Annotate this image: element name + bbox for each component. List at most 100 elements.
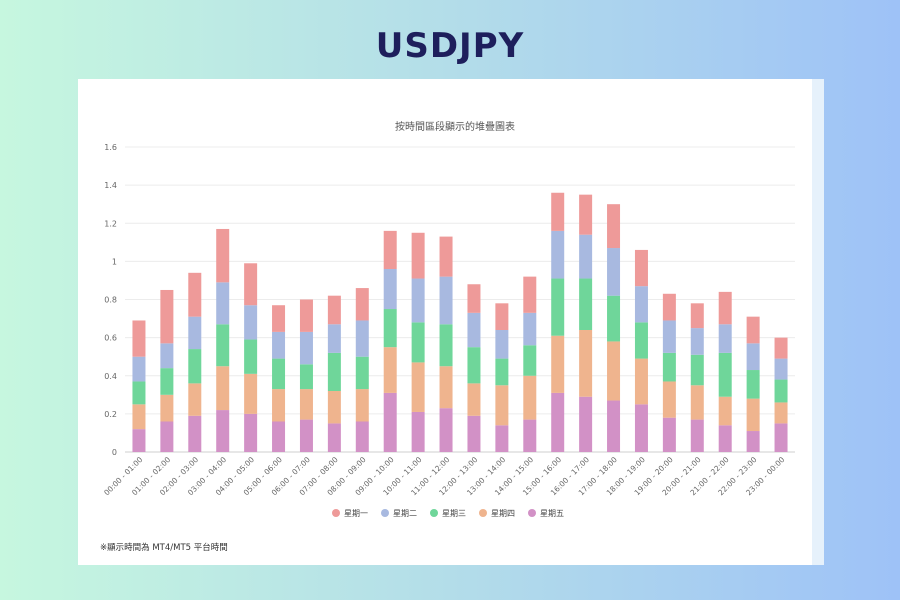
bar-segment	[467, 284, 481, 313]
y-tick-label: 0	[112, 448, 117, 457]
bar-segment	[383, 347, 397, 393]
bar-segment	[607, 341, 621, 401]
bar-segment	[244, 339, 258, 374]
bar-segment	[774, 423, 788, 452]
bar-segment	[327, 352, 341, 391]
bar-segment	[495, 330, 509, 359]
bar-segment	[272, 389, 286, 422]
bars	[132, 192, 788, 452]
bar-segment	[690, 328, 704, 355]
legend-item[interactable]: 星期五	[528, 509, 564, 518]
page-title: USDJPY	[375, 26, 525, 66]
bar-segment	[439, 236, 453, 277]
bar-segment	[690, 303, 704, 329]
bar-segment	[160, 289, 174, 344]
legend-swatch	[332, 509, 340, 517]
bar-segment	[495, 358, 509, 386]
bar-segment	[551, 192, 565, 231]
bar-segment	[607, 204, 621, 249]
bar-segment	[244, 413, 258, 452]
legend-label: 星期五	[540, 509, 564, 518]
bar-segment	[467, 415, 481, 452]
bar-segment	[523, 276, 537, 313]
bar-segment	[327, 295, 341, 325]
bar-segment	[160, 421, 174, 452]
legend[interactable]: 星期一 星期二 星期三 星期四 星期五	[332, 509, 564, 518]
bar-segment	[662, 320, 676, 353]
bar-segment	[495, 425, 509, 452]
bar-segment	[718, 396, 732, 426]
bar-segment	[718, 352, 732, 397]
bar-segment	[746, 431, 760, 452]
bar-segment	[244, 305, 258, 340]
bar-segment	[662, 381, 676, 418]
bar-segment	[662, 293, 676, 321]
bar-segment	[299, 331, 313, 365]
y-tick-label: 1.6	[104, 143, 117, 152]
bar-segment	[634, 286, 648, 323]
bar-segment	[327, 324, 341, 353]
legend-item[interactable]: 星期一	[332, 509, 368, 518]
bar-segment	[132, 381, 146, 405]
legend-item[interactable]: 星期二	[381, 509, 417, 518]
bar-segment	[160, 343, 174, 369]
bar-segment	[355, 421, 369, 452]
bar-segment	[746, 343, 760, 371]
bar-segment	[327, 391, 341, 424]
bar-segment	[718, 324, 732, 353]
bar-segment	[383, 392, 397, 452]
bar-segment	[607, 400, 621, 452]
y-tick-label: 0.4	[104, 372, 117, 381]
legend-item[interactable]: 星期三	[430, 509, 466, 518]
bar-segment	[467, 383, 481, 416]
bar-segment	[718, 425, 732, 452]
bar-segment	[383, 230, 397, 269]
bar-segment	[383, 309, 397, 348]
legend-item[interactable]: 星期四	[479, 509, 515, 518]
bar-segment	[188, 349, 202, 384]
bar-segment	[355, 320, 369, 357]
bar-segment	[272, 358, 286, 390]
legend-swatch	[528, 509, 536, 517]
bar-segment	[132, 404, 146, 430]
bar-segment	[690, 385, 704, 420]
bar-segment	[272, 331, 286, 359]
bar-segment	[411, 278, 425, 323]
bar-segment	[523, 419, 537, 452]
bar-segment	[579, 396, 593, 452]
bar-segment	[718, 291, 732, 325]
bar-segment	[355, 356, 369, 390]
bar-segment	[160, 368, 174, 395]
bar-segment	[383, 269, 397, 310]
bar-segment	[132, 356, 146, 382]
bar-segment	[523, 345, 537, 376]
bar-segment	[439, 408, 453, 452]
bar-segment	[244, 373, 258, 414]
bar-segment	[774, 337, 788, 359]
bar-segment	[355, 389, 369, 422]
bar-segment	[216, 282, 230, 325]
bar-segment	[662, 417, 676, 452]
bar-segment	[746, 316, 760, 344]
y-tick-label: 1	[112, 257, 117, 266]
bar-segment	[634, 404, 648, 452]
bar-segment	[299, 419, 313, 452]
bar-segment	[439, 366, 453, 409]
bar-segment	[634, 249, 648, 287]
bar-segment	[411, 232, 425, 279]
legend-label: 星期四	[491, 509, 515, 518]
bar-segment	[774, 402, 788, 424]
bar-segment	[746, 370, 760, 399]
bar-segment	[188, 415, 202, 452]
bar-segment	[495, 303, 509, 330]
bar-segment	[132, 320, 146, 357]
bar-segment	[551, 392, 565, 452]
bar-segment	[523, 312, 537, 346]
bar-segment	[216, 366, 230, 411]
bar-segment	[411, 362, 425, 412]
chart-title: 按時間區段顯示的堆疊圖表	[395, 120, 515, 133]
y-tick-label: 1.2	[104, 219, 117, 228]
y-tick-label: 1.4	[104, 181, 117, 190]
